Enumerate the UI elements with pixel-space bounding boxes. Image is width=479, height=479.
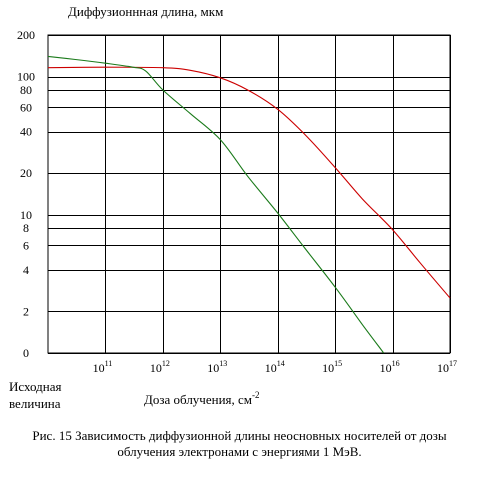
- x-axis-label-text: Доза облучения, см: [144, 392, 252, 407]
- y-tick-label: 80: [20, 83, 32, 97]
- series-line-2: [47, 55, 385, 354]
- x-tick-base: 10: [322, 361, 334, 375]
- x-tick-label: 1012: [150, 359, 170, 375]
- x-tick-exponent: 17: [449, 359, 457, 368]
- x-tick-base: 10: [150, 361, 162, 375]
- y-tick-label: 6: [23, 238, 29, 252]
- x-tick-label: 1014: [265, 359, 285, 375]
- y-tick-label: 40: [20, 125, 32, 139]
- x-tick-label: 1011: [93, 359, 113, 375]
- chart-title: Диффузионнная длина, мкм: [68, 4, 224, 19]
- x-axis-label: Доза облучения, см-2: [144, 390, 260, 407]
- plot-frame: [47, 34, 451, 354]
- x-tick-exponent: 14: [277, 359, 285, 368]
- x-tick-base: 10: [207, 361, 219, 375]
- x-tick-base: 10: [380, 361, 392, 375]
- x-start-label-line2: величина: [9, 396, 61, 411]
- y-tick-label: 4: [23, 263, 29, 277]
- x-start-label-line1: Исходная: [9, 379, 61, 394]
- x-tick-label: 1013: [207, 359, 227, 375]
- x-tick-exponent: 12: [162, 359, 170, 368]
- series-lines: [47, 55, 451, 354]
- caption-line-2: облучения электронами с энергиями 1 МэВ.: [117, 444, 362, 459]
- y-tick-label: 10: [20, 208, 32, 222]
- y-tick-label: 0: [23, 346, 29, 360]
- x-tick-exponent: 15: [334, 359, 342, 368]
- x-tick-exponent: 11: [105, 359, 113, 368]
- x-tick-label: 1016: [380, 359, 400, 375]
- x-tick-exponent: 16: [392, 359, 400, 368]
- x-tick-base: 10: [265, 361, 277, 375]
- x-tick-label: 1017: [437, 359, 457, 375]
- x-tick-exponent: 13: [219, 359, 227, 368]
- y-tick-label: 8: [23, 221, 29, 235]
- x-tick-label: 1015: [322, 359, 342, 375]
- y-tick-label: 2: [23, 304, 29, 318]
- x-tick-base: 10: [437, 361, 449, 375]
- series-line-1: [47, 66, 451, 299]
- x-axis-label-exponent: -2: [252, 390, 260, 400]
- x-tick-labels: 1011 1012 1013 1014 1015 1016 1017: [93, 359, 457, 375]
- y-tick-label: 200: [17, 28, 35, 42]
- y-tick-label: 100: [17, 70, 35, 84]
- y-tick-label: 20: [20, 166, 32, 180]
- figure-caption: Рис. 15 Зависимость диффузионной длины н…: [8, 428, 471, 460]
- grid: [47, 34, 451, 354]
- y-tick-label: 60: [20, 100, 32, 114]
- caption-line-1: Рис. 15 Зависимость диффузионной длины н…: [32, 428, 447, 443]
- x-tick-base: 10: [93, 361, 105, 375]
